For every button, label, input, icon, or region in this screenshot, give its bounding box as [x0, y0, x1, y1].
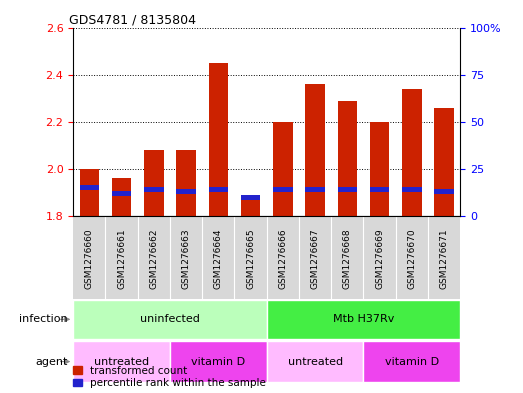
- Bar: [170, 341, 267, 382]
- Text: infection: infection: [19, 314, 68, 324]
- Text: untreated: untreated: [288, 356, 343, 367]
- Bar: [370, 122, 389, 216]
- Text: uninfected: uninfected: [140, 314, 200, 324]
- Text: GSM1276664: GSM1276664: [214, 229, 223, 289]
- Bar: [79, 169, 99, 216]
- Bar: [338, 187, 357, 192]
- Text: GSM1276671: GSM1276671: [440, 229, 449, 289]
- Text: Mtb H37Rv: Mtb H37Rv: [333, 314, 394, 324]
- Bar: [209, 187, 228, 192]
- Bar: [363, 341, 460, 382]
- Text: agent: agent: [36, 356, 68, 367]
- Text: GDS4781 / 8135804: GDS4781 / 8135804: [70, 13, 196, 26]
- Bar: [112, 178, 131, 216]
- Text: GSM1276670: GSM1276670: [407, 229, 416, 289]
- Text: GSM1276660: GSM1276660: [85, 229, 94, 289]
- Bar: [176, 150, 196, 216]
- Text: GSM1276668: GSM1276668: [343, 229, 352, 289]
- Bar: [305, 84, 325, 216]
- Bar: [144, 150, 164, 216]
- Text: GSM1276669: GSM1276669: [375, 229, 384, 289]
- Text: GSM1276662: GSM1276662: [150, 229, 158, 289]
- Bar: [273, 187, 292, 192]
- Text: GSM1276667: GSM1276667: [311, 229, 320, 289]
- Bar: [112, 191, 131, 196]
- Bar: [338, 101, 357, 216]
- Bar: [79, 185, 99, 191]
- Text: GSM1276661: GSM1276661: [117, 229, 126, 289]
- Bar: [402, 187, 422, 192]
- Bar: [144, 187, 164, 192]
- Bar: [241, 195, 260, 200]
- Bar: [73, 341, 170, 382]
- Bar: [176, 189, 196, 194]
- Text: GSM1276665: GSM1276665: [246, 229, 255, 289]
- Bar: [209, 63, 228, 216]
- Bar: [370, 187, 389, 192]
- Text: vitamin D: vitamin D: [191, 356, 245, 367]
- Bar: [73, 299, 267, 339]
- Bar: [435, 189, 454, 194]
- Legend: transformed count, percentile rank within the sample: transformed count, percentile rank withi…: [73, 366, 266, 388]
- Bar: [267, 341, 363, 382]
- Bar: [273, 122, 292, 216]
- Bar: [241, 200, 260, 216]
- Bar: [402, 89, 422, 216]
- Bar: [435, 108, 454, 216]
- Bar: [305, 187, 325, 192]
- Text: GSM1276666: GSM1276666: [278, 229, 287, 289]
- Text: untreated: untreated: [94, 356, 149, 367]
- Text: vitamin D: vitamin D: [385, 356, 439, 367]
- Bar: [267, 299, 460, 339]
- Text: GSM1276663: GSM1276663: [181, 229, 190, 289]
